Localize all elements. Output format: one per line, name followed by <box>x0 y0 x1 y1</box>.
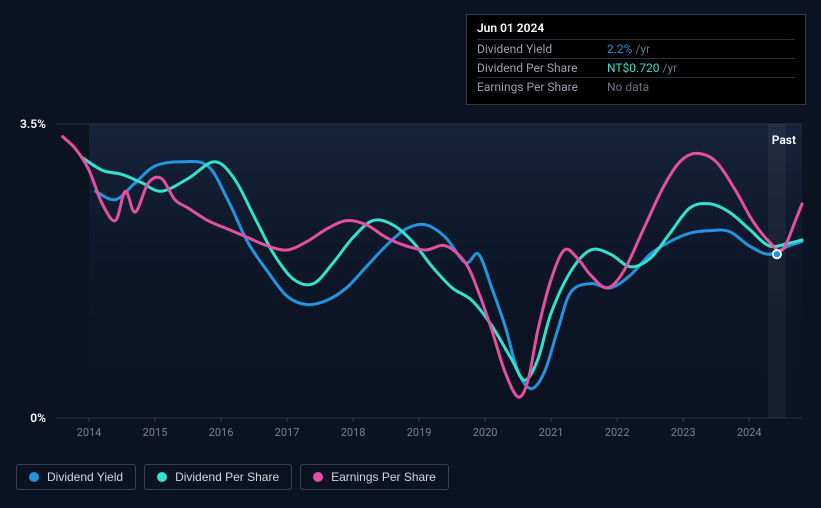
legend-swatch <box>29 472 39 482</box>
y-axis-label: 0% <box>30 411 46 425</box>
cursor-marker-inner <box>774 251 780 257</box>
x-tick-label: 2021 <box>539 426 564 439</box>
x-tick-label: 2020 <box>473 426 498 439</box>
tooltip-unit: /yr <box>635 42 650 56</box>
tooltip-row: Earnings Per ShareNo data <box>477 77 795 96</box>
tooltip-unit: /yr <box>662 61 677 75</box>
legend: Dividend Yield Dividend Per Share Earnings… <box>16 464 449 490</box>
x-tick-label: 2022 <box>605 426 630 439</box>
legend-item[interactable]: Dividend Yield <box>16 464 136 490</box>
legend-label: Dividend Yield <box>47 470 123 484</box>
tooltip-value: No data <box>607 80 649 94</box>
tooltip-row: Dividend Per ShareNT$0.720/yr <box>477 58 795 77</box>
x-tick-label: 2019 <box>407 426 432 439</box>
x-tick-label: 2017 <box>275 426 300 439</box>
x-tick-label: 2015 <box>143 426 168 439</box>
y-axis-label: 3.5% <box>20 117 46 131</box>
legend-item[interactable]: Dividend Per Share <box>144 464 292 490</box>
tooltip-label: Earnings Per Share <box>477 80 607 94</box>
x-tick-label: 2023 <box>671 426 696 439</box>
legend-label: Dividend Per Share <box>175 470 279 484</box>
tooltip-value-wrap: NT$0.720/yr <box>607 61 677 75</box>
tooltip-label: Dividend Yield <box>477 42 607 56</box>
chart-root: Jun 01 2024 Dividend Yield2.2%/yrDividen… <box>0 0 821 508</box>
tooltip-value-wrap: 2.2%/yr <box>607 42 650 56</box>
tooltip-row: Dividend Yield2.2%/yr <box>477 39 795 58</box>
legend-swatch <box>313 472 323 482</box>
legend-swatch <box>157 472 167 482</box>
legend-item[interactable]: Earnings Per Share <box>300 464 449 490</box>
x-tick-label: 2016 <box>209 426 234 439</box>
chart-shade <box>89 124 802 418</box>
tooltip-label: Dividend Per Share <box>477 61 607 75</box>
tooltip-value: NT$0.720 <box>607 61 659 75</box>
chart-svg: 3.5% 0% 2014 2015 2016 2017 2018 2019 2020 2021 20… <box>16 108 805 448</box>
x-tick-label: 2018 <box>341 426 366 439</box>
tooltip-value-wrap: No data <box>607 80 649 94</box>
tooltip-date: Jun 01 2024 <box>477 21 795 35</box>
x-tick-label: 2014 <box>77 426 102 439</box>
tooltip-value: 2.2% <box>607 42 632 56</box>
chart-area[interactable]: 3.5% 0% 2014 2015 2016 2017 2018 2019 2020 2021 20… <box>16 108 805 448</box>
legend-label: Earnings Per Share <box>331 470 436 484</box>
x-tick-label: 2024 <box>737 426 762 439</box>
tooltip-panel: Jun 01 2024 Dividend Yield2.2%/yrDividen… <box>466 14 806 105</box>
